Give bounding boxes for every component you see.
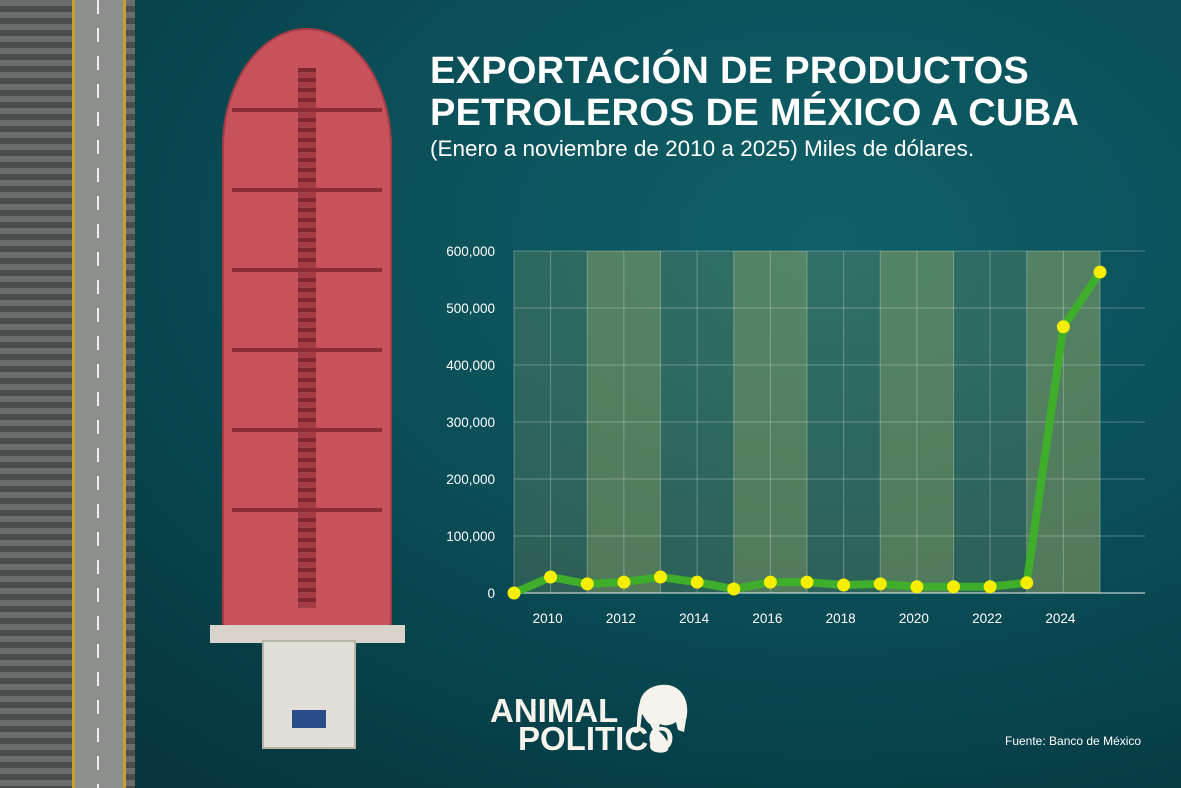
data-point-2021 bbox=[947, 580, 960, 594]
data-point-2010 bbox=[544, 570, 558, 584]
plot-stripe bbox=[916, 251, 954, 593]
y-tick-label: 400,000 bbox=[446, 358, 495, 373]
x-tick-label: 2024 bbox=[1045, 611, 1076, 626]
data-point-2018 bbox=[837, 578, 851, 592]
y-tick-label: 200,000 bbox=[446, 472, 495, 487]
title-line-2: PETROLEROS DE MÉXICO A CUBA bbox=[430, 92, 1080, 134]
oil-tanker-image bbox=[222, 28, 392, 628]
plot-stripe bbox=[623, 251, 661, 593]
x-tick-label: 2014 bbox=[679, 611, 710, 626]
data-point-2025 bbox=[1093, 265, 1107, 279]
plot-stripe bbox=[843, 251, 881, 593]
plot-stripe bbox=[990, 251, 1027, 593]
data-point-2015 bbox=[727, 582, 741, 596]
data-point-2013 bbox=[654, 570, 667, 584]
plot-stripe bbox=[880, 251, 917, 593]
plot-stripe bbox=[587, 251, 624, 593]
data-point-2024 bbox=[1056, 320, 1070, 334]
source-note: Fuente: Banco de México bbox=[1005, 734, 1142, 748]
x-tick-label: 2022 bbox=[972, 611, 1002, 626]
y-tick-label: 600,000 bbox=[446, 244, 495, 259]
plot-stripe bbox=[733, 251, 771, 593]
y-tick-label: 100,000 bbox=[446, 529, 495, 544]
logo-line-1: ANIMAL bbox=[490, 692, 619, 729]
animal-politico-logo: ANIMAL POLITICO bbox=[490, 694, 674, 757]
x-tick-label: 2010 bbox=[533, 611, 563, 626]
plot-stripe bbox=[514, 251, 551, 593]
data-point-2022 bbox=[983, 580, 997, 594]
data-point-2012 bbox=[617, 575, 631, 589]
data-point-2017 bbox=[800, 575, 814, 589]
y-tick-label: 500,000 bbox=[446, 301, 495, 316]
data-point-2023 bbox=[1020, 576, 1034, 590]
plot-stripe bbox=[1063, 251, 1100, 593]
x-tick-label: 2012 bbox=[606, 611, 636, 626]
y-tick-label: 300,000 bbox=[446, 415, 495, 430]
data-point-2014 bbox=[690, 575, 704, 589]
data-point-2020 bbox=[910, 580, 924, 594]
title-line-1: EXPORTACIÓN DE PRODUCTOS bbox=[430, 50, 1030, 92]
y-tick-label: 0 bbox=[487, 586, 495, 601]
logo-line-2: POLITICO bbox=[518, 720, 674, 757]
plot-stripe bbox=[770, 251, 807, 593]
x-tick-label: 2018 bbox=[826, 611, 856, 626]
elephant-icon bbox=[632, 684, 688, 753]
tanker-bridge bbox=[262, 640, 356, 749]
chart-subtitle: (Enero a noviembre de 2010 a 2025) Miles… bbox=[430, 136, 975, 161]
plot-stripe bbox=[697, 251, 734, 593]
plot-stripe bbox=[550, 251, 588, 593]
plot-stripe bbox=[807, 251, 844, 593]
port-dock-image bbox=[0, 0, 135, 788]
data-point-2016 bbox=[763, 575, 777, 589]
chart-title: EXPORTACIÓN DE PRODUCTOS PETROLEROS DE M… bbox=[430, 50, 1079, 134]
x-tick-label: 2016 bbox=[752, 611, 782, 626]
data-point-2011 bbox=[580, 577, 594, 591]
plot-stripe bbox=[660, 251, 698, 593]
plot-stripe bbox=[953, 251, 991, 593]
tanker-stern bbox=[210, 625, 405, 643]
x-tick-label: 2020 bbox=[899, 611, 929, 626]
data-point-2009 bbox=[507, 586, 521, 600]
data-point-2019 bbox=[873, 577, 887, 591]
